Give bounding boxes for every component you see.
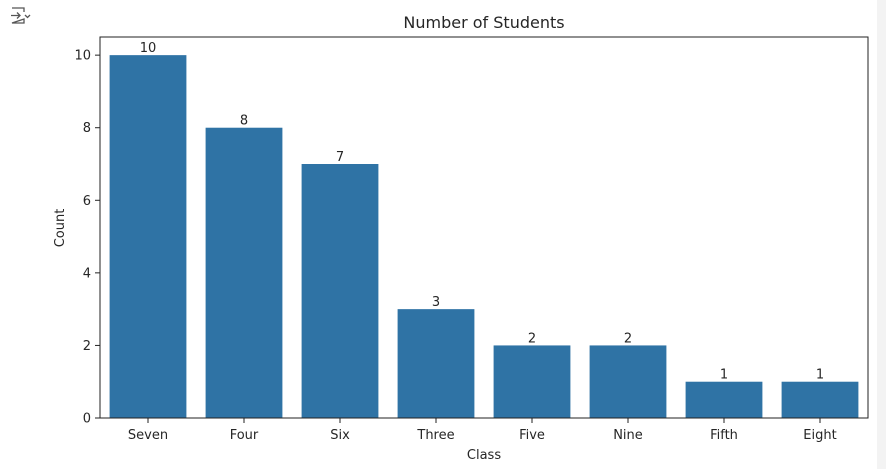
y-axis-label: Count [53, 209, 68, 248]
bar [589, 345, 667, 418]
x-tick-label: Six [330, 428, 350, 443]
bar-value-label: 2 [624, 331, 632, 346]
y-tick-label: 0 [83, 412, 91, 427]
y-tick-label: 4 [83, 266, 91, 281]
bar [397, 309, 475, 418]
bar [781, 381, 859, 418]
bar [109, 55, 187, 419]
y-tick-label: 8 [83, 121, 91, 136]
bar [301, 164, 379, 418]
x-tick-label: Five [519, 428, 545, 443]
bars [109, 55, 859, 419]
data-labels: 10 8 7 3 2 2 1 1 [140, 41, 824, 383]
bar-value-label: 1 [816, 368, 824, 383]
x-tick-label: Nine [613, 428, 643, 443]
x-tick-label: Eight [803, 428, 836, 443]
y-tick-label: 10 [74, 49, 91, 64]
x-tick-label: Fifth [710, 428, 738, 443]
output-toggle-icon[interactable] [8, 5, 32, 27]
plot-frame [99, 36, 869, 419]
bar-value-label: 1 [720, 368, 728, 383]
x-tick-label: Four [230, 428, 259, 443]
bar-value-label: 2 [528, 331, 536, 346]
y-axis-ticks: 0 2 4 6 8 10 [74, 49, 100, 427]
bar [205, 127, 283, 418]
y-tick-label: 2 [83, 339, 91, 354]
bar-value-label: 8 [240, 114, 248, 129]
bar-value-label: 10 [140, 41, 157, 56]
bar [685, 381, 763, 418]
x-tick-label: Three [416, 428, 454, 443]
scroll-gutter [877, 0, 886, 469]
x-axis-ticks: Seven Four Six Three Five Nine Fifth Eight [128, 418, 837, 443]
x-tick-label: Seven [128, 428, 168, 443]
y-tick-label: 6 [83, 194, 91, 209]
bar-value-label: 7 [336, 150, 344, 165]
bar [493, 345, 571, 418]
chart-title: Number of Students [403, 13, 564, 32]
bar-value-label: 3 [432, 295, 440, 310]
x-axis-label: Class [467, 448, 501, 463]
